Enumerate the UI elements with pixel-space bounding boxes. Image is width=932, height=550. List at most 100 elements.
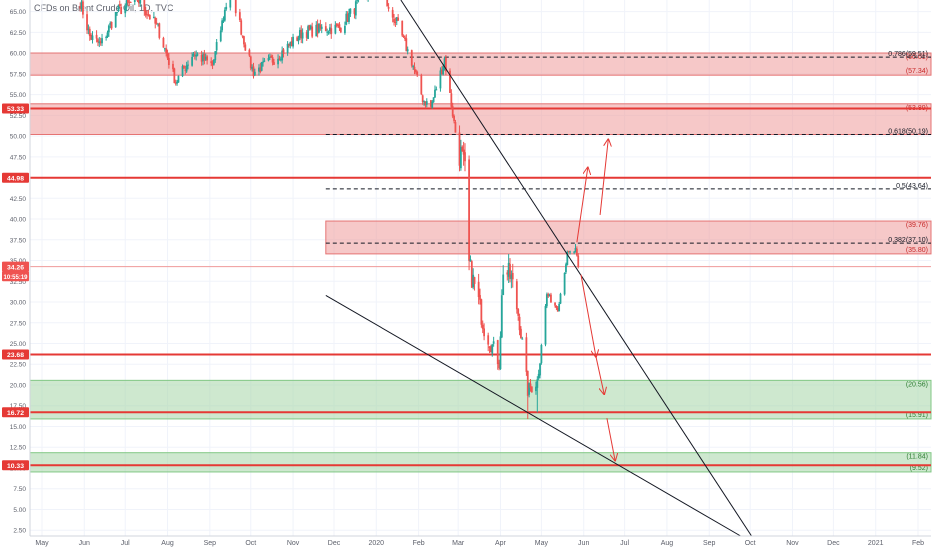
x-tick-label: 2020 <box>369 540 385 547</box>
candle-body <box>106 32 109 38</box>
candle-body <box>491 344 494 354</box>
candle-body <box>556 307 559 312</box>
candle-body <box>206 56 209 61</box>
candle-body <box>481 324 484 329</box>
candle-body <box>443 58 446 67</box>
fib-layer: 0.786(59.51) 0.618(50.19) 0.5(43.64) 0.382(… <box>325 51 931 244</box>
candle-body <box>529 383 532 388</box>
candle-body <box>262 61 264 63</box>
candle-body <box>320 26 323 29</box>
zone-bottom-label: (57.34) <box>906 68 928 75</box>
candle-body <box>454 122 457 133</box>
x-tick-label: Dec <box>827 540 840 547</box>
candle-body <box>117 5 120 12</box>
candle-body <box>404 37 406 40</box>
candle-body <box>569 251 571 253</box>
candle-body <box>319 24 322 29</box>
candle-body <box>324 26 327 32</box>
candle-body <box>259 67 262 72</box>
candle-body <box>401 20 404 36</box>
x-tick-label: Feb <box>413 540 425 547</box>
price-badge <box>2 172 29 183</box>
candle-body <box>167 57 170 66</box>
candle-body <box>469 259 472 262</box>
candle-body <box>386 0 389 7</box>
x-tick-label: Aug <box>661 540 674 547</box>
candle-body <box>479 295 481 300</box>
candle-body <box>507 262 510 277</box>
candle-body <box>451 106 454 117</box>
chart-title: CFDs on Brent Crude Oil, 1D, TVC <box>34 3 174 13</box>
candle-body <box>473 277 476 284</box>
candle-body <box>480 299 483 325</box>
candle-body <box>539 363 541 376</box>
candle-body <box>184 69 187 71</box>
x-tick-label: Apr <box>495 540 507 547</box>
candle-body <box>95 34 98 39</box>
candle-body <box>82 1 84 15</box>
candle-body <box>249 56 252 69</box>
candle-body <box>420 75 423 95</box>
candle-body <box>137 0 140 4</box>
candle-body <box>545 294 548 307</box>
candle-body <box>413 66 416 71</box>
candle-body <box>511 273 514 280</box>
candle-body <box>181 66 184 77</box>
candle-body <box>337 25 339 27</box>
candle-body <box>442 66 445 75</box>
zone-top-label: (20.56) <box>906 381 928 388</box>
y-tick-label: 20.00 <box>10 382 27 389</box>
candle-body <box>281 50 284 61</box>
candle-body <box>229 0 232 8</box>
candle-body <box>177 75 180 83</box>
candle-body <box>574 248 577 252</box>
x-tick-label: Dec <box>328 540 341 547</box>
candle-body <box>305 32 308 38</box>
candle-body <box>440 69 443 75</box>
candle-body <box>162 37 165 48</box>
candle-body <box>210 61 213 64</box>
candle-body <box>338 24 341 29</box>
candle-body <box>152 16 155 19</box>
y-tick-label: 57.50 <box>10 71 27 78</box>
candle-body <box>450 93 453 107</box>
candle-body <box>483 328 485 337</box>
candle-body <box>472 274 475 288</box>
candle-body <box>146 14 148 16</box>
candle-body <box>267 58 270 61</box>
candle-body <box>353 8 356 15</box>
candle-body <box>470 261 473 288</box>
y-tick-label: 35.00 <box>10 258 27 265</box>
x-tick-label: Nov <box>287 540 300 547</box>
x-tick-label: 2021 <box>868 540 884 547</box>
candle-body <box>268 56 271 58</box>
candle-body <box>394 21 397 23</box>
candle-body <box>203 53 206 61</box>
candle-body <box>129 2 132 4</box>
candle-body <box>429 100 432 107</box>
candle-body <box>252 66 255 77</box>
candle-body <box>273 62 275 65</box>
y-tick-label: 30.00 <box>10 300 27 307</box>
y-tick-label: 37.50 <box>10 237 27 244</box>
candle-body <box>172 63 174 70</box>
x-tick-label: Jun <box>79 540 90 547</box>
y-tick-label: 50.00 <box>10 134 27 141</box>
zone-top-label: (39.76) <box>906 222 928 229</box>
candle-body <box>537 373 540 379</box>
candle-body <box>105 36 108 38</box>
candle-body <box>559 293 562 304</box>
price-badges: 53.33 44.98 34.26 10:55:19 23.68 16.72 10.33 <box>2 103 29 471</box>
candle-body <box>240 20 243 35</box>
candle-body <box>204 56 207 60</box>
candle-body <box>424 101 427 106</box>
candle-body <box>144 11 147 16</box>
candle-body <box>502 274 505 295</box>
y-tick-label: 27.50 <box>10 320 27 327</box>
x-tick-label: Mar <box>452 540 465 547</box>
candle-body <box>434 89 436 98</box>
fib-label: 0.382(37.10) <box>888 237 928 244</box>
candle-body <box>554 302 556 306</box>
candle-body <box>510 274 513 279</box>
